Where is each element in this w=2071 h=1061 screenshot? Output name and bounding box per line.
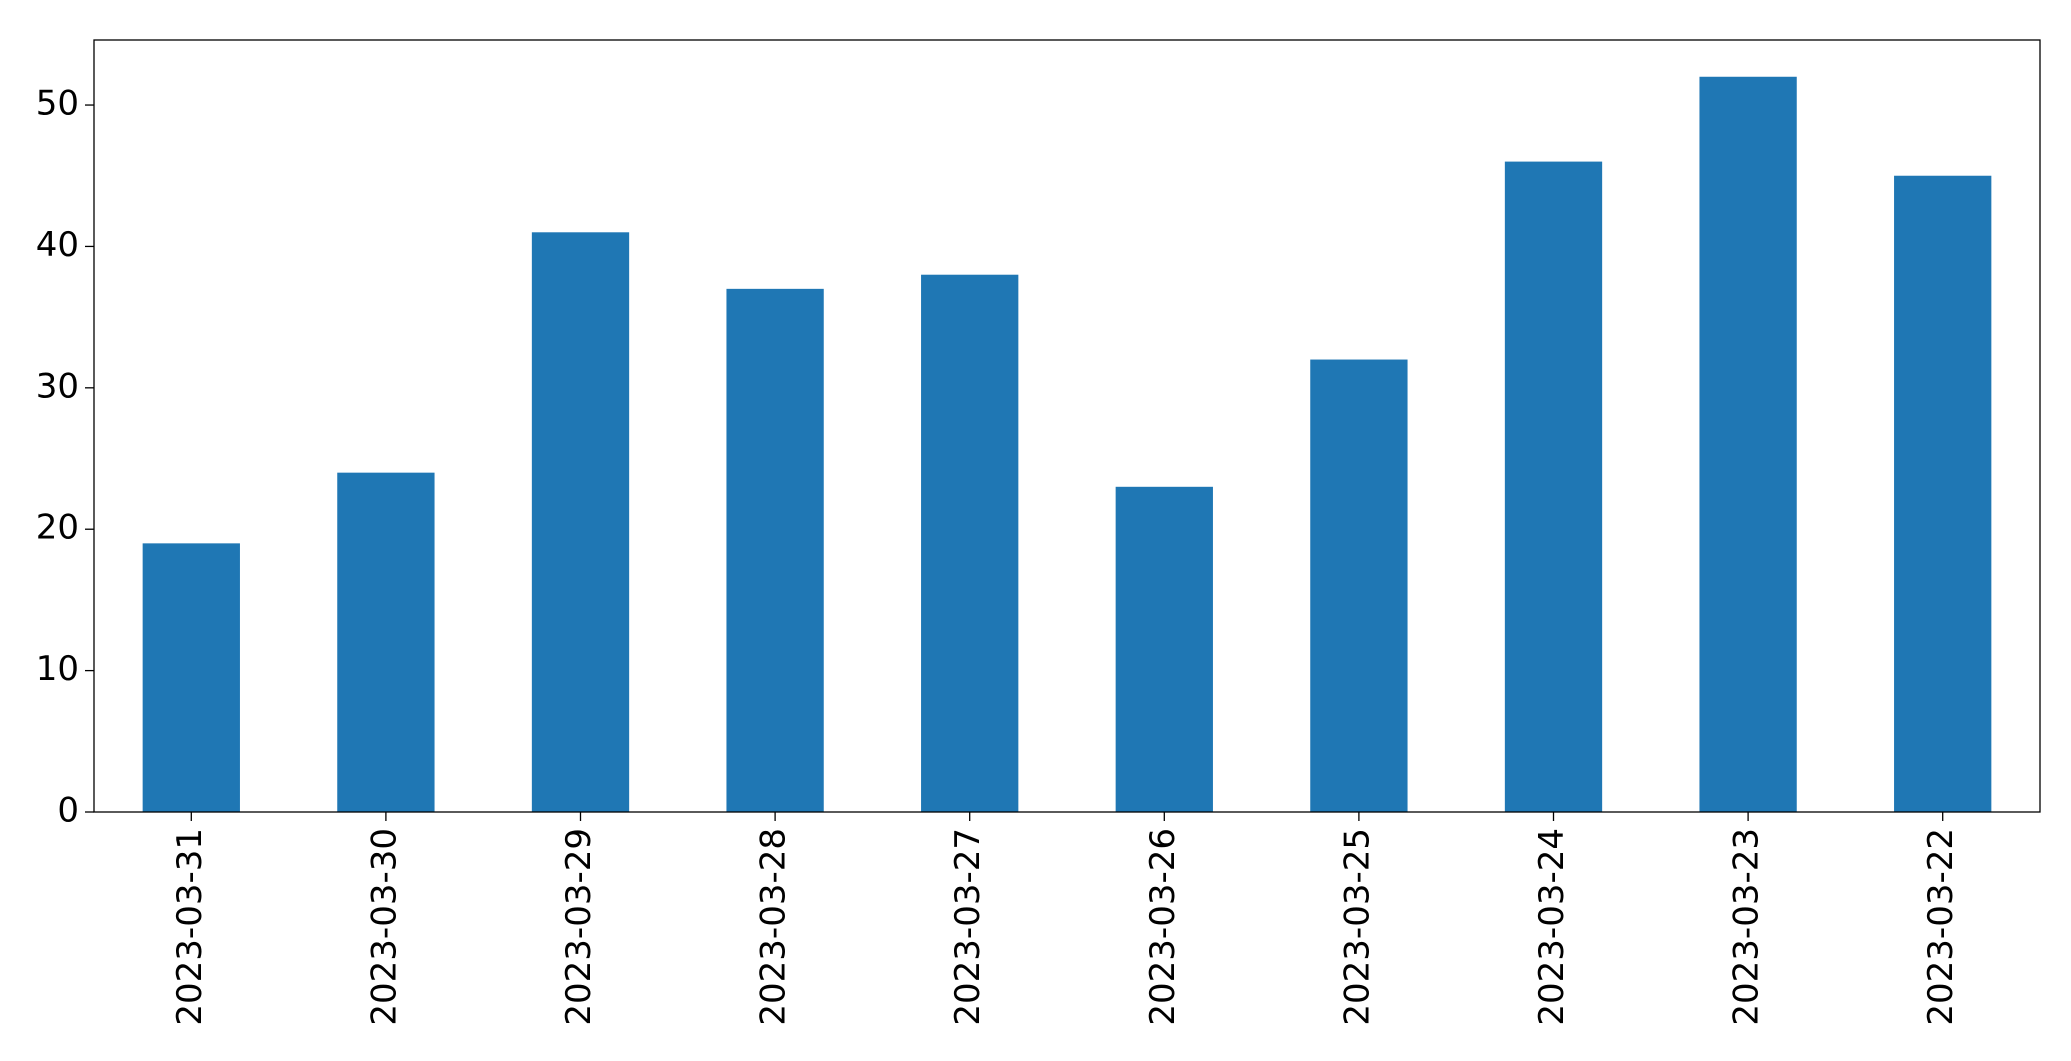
x-tick-label: 2023-03-28 (754, 828, 794, 1026)
plot-frame (93, 39, 2041, 813)
x-tick-label: 2023-03-26 (1143, 828, 1183, 1026)
bar (531, 232, 630, 813)
bar (726, 288, 824, 812)
bar (1115, 486, 1213, 812)
y-tick-label: 10 (36, 649, 79, 689)
y-tick-label: 20 (36, 508, 79, 548)
x-tick-label: 2023-03-31 (170, 828, 210, 1026)
x-tick-label: 2023-03-27 (948, 828, 988, 1026)
x-tick-label: 2023-03-22 (1921, 828, 1961, 1026)
bar (1699, 76, 1797, 812)
bar (337, 472, 435, 812)
x-tick-label: 2023-03-23 (1727, 828, 1767, 1026)
y-tick-label: 50 (36, 84, 79, 124)
bar (1894, 175, 1992, 812)
bar (142, 543, 240, 812)
y-tick-label: 40 (36, 225, 79, 265)
x-tick-label: 2023-03-25 (1337, 828, 1377, 1026)
bar (1504, 161, 1603, 813)
y-tick-label: 30 (36, 366, 79, 406)
x-tick-label: 2023-03-30 (364, 828, 404, 1026)
bar (921, 274, 1019, 812)
x-tick-label: 2023-03-29 (559, 828, 599, 1026)
y-tick-label: 0 (57, 791, 79, 831)
bar (1310, 359, 1408, 812)
x-tick-label: 2023-03-24 (1532, 828, 1572, 1026)
